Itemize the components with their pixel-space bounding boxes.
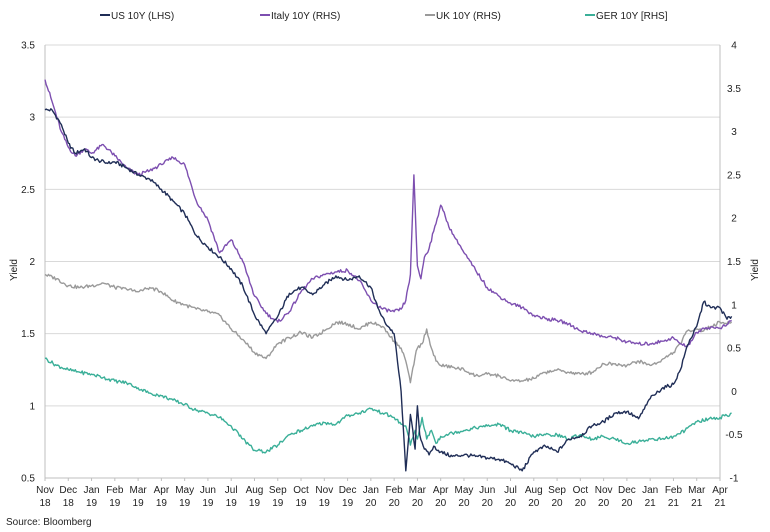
right-y-tick-label: 2.5 [727,170,741,181]
x-tick-year: 20 [528,498,540,509]
x-tick-year: 19 [342,498,354,509]
x-tick-year: 19 [156,498,168,509]
right-y-tick-label: 0.5 [727,344,741,355]
x-tick-year: 19 [249,498,261,509]
right-y-tick-label: -0.5 [725,430,743,441]
right-y-tick-label: 1.5 [727,257,741,268]
x-tick-year: 19 [295,498,307,509]
legend: US 10Y (LHS) Italy 10Y (RHS) UK 10Y (RHS) G… [100,11,668,22]
series-line-2 [44,273,733,384]
x-tick-month: Mar [129,485,147,496]
x-tick-month: May [175,485,194,496]
left-y-tick-label: 1 [29,401,35,412]
source-note: Source: Bloomberg [6,517,92,528]
x-tick-month: Dec [618,485,636,496]
left-y-tick-label: 2.5 [21,185,35,196]
right-y-axis: -1 -0.5 0 0.5 1 1.5 2 2.5 3 3.5 4 [719,41,743,485]
left-y-tick-label: 1.5 [21,329,35,340]
x-tick-month: Aug [246,485,264,496]
left-y-axis: 0.5 1 1.5 2 2.5 3 3.5 [21,41,46,485]
right-y-tick-label: 1 [731,300,737,311]
x-tick-year: 20 [505,498,517,509]
x-axis: Nov 18 Dec 18 Jan 19 Feb 19 Mar 19 Apr 19 May 19 Jun 19… [36,477,728,509]
x-tick-month: Feb [386,485,404,496]
x-tick-month: Sep [548,485,566,496]
x-tick-year: 21 [691,498,703,509]
right-y-tick-label: 3 [731,127,737,138]
x-tick-year: 19 [109,498,121,509]
x-tick-year: 18 [39,498,51,509]
x-tick-month: Jun [479,485,495,496]
left-y-tick-label: 0.5 [21,474,35,485]
series-line-3 [44,357,732,454]
x-tick-month: Apr [433,485,449,496]
x-tick-month: Nov [315,485,333,496]
x-tick-year: 19 [202,498,214,509]
right-y-tick-label: 3.5 [727,84,741,95]
x-tick-year: 19 [226,498,238,509]
x-tick-month: Jan [642,485,658,496]
x-tick-month: Feb [106,485,124,496]
x-tick-month: Jun [200,485,216,496]
legend-label: GER 10Y [RHS] [596,11,668,22]
x-tick-year: 20 [389,498,401,509]
x-tick-month: Oct [293,485,309,496]
x-tick-month: Dec [339,485,357,496]
x-tick-year: 19 [133,498,145,509]
x-tick-year: 19 [179,498,191,509]
x-tick-month: Jan [83,485,99,496]
x-tick-year: 18 [63,498,75,509]
right-y-tick-label: 4 [731,41,737,52]
x-tick-year: 20 [621,498,633,509]
series-line-1 [44,79,732,348]
x-tick-month: Dec [59,485,77,496]
x-tick-year: 21 [668,498,680,509]
right-y-tick-label: 0 [731,387,737,398]
x-tick-month: Mar [409,485,427,496]
left-y-tick-label: 2 [29,257,35,268]
x-tick-year: 19 [272,498,284,509]
legend-label: Italy 10Y (RHS) [271,11,340,22]
x-tick-year: 21 [645,498,657,509]
gridlines [45,44,720,479]
x-tick-month: Mar [688,485,706,496]
x-tick-month: Jan [363,485,379,496]
x-tick-year: 20 [365,498,377,509]
x-tick-year: 20 [458,498,470,509]
x-tick-year: 19 [319,498,331,509]
x-tick-month: Nov [36,485,54,496]
right-y-tick-label: 2 [731,214,737,225]
x-tick-month: Feb [665,485,683,496]
legend-label: US 10Y (LHS) [111,11,174,22]
x-tick-year: 20 [552,498,564,509]
x-tick-year: 20 [575,498,587,509]
x-tick-month: Apr [712,485,728,496]
right-y-tick-label: -1 [730,474,739,485]
x-tick-month: Sep [269,485,287,496]
x-tick-month: Aug [525,485,543,496]
legend-label: UK 10Y (RHS) [436,11,501,22]
x-tick-year: 20 [435,498,447,509]
x-tick-year: 20 [482,498,494,509]
x-tick-year: 21 [714,498,726,509]
left-y-tick-label: 3 [29,113,35,124]
x-tick-month: May [455,485,474,496]
left-y-axis-title: Yield [9,259,20,281]
series-line-0 [44,108,733,472]
x-tick-year: 20 [412,498,424,509]
x-tick-month: Oct [573,485,589,496]
x-tick-year: 20 [598,498,610,509]
x-tick-month: Nov [595,485,613,496]
x-tick-month: Apr [154,485,170,496]
x-tick-month: Jul [504,485,517,496]
series-layer [44,79,733,472]
x-tick-year: 19 [86,498,98,509]
x-tick-month: Jul [225,485,238,496]
left-y-tick-label: 3.5 [21,41,35,52]
right-y-axis-title: Yield [750,259,761,281]
